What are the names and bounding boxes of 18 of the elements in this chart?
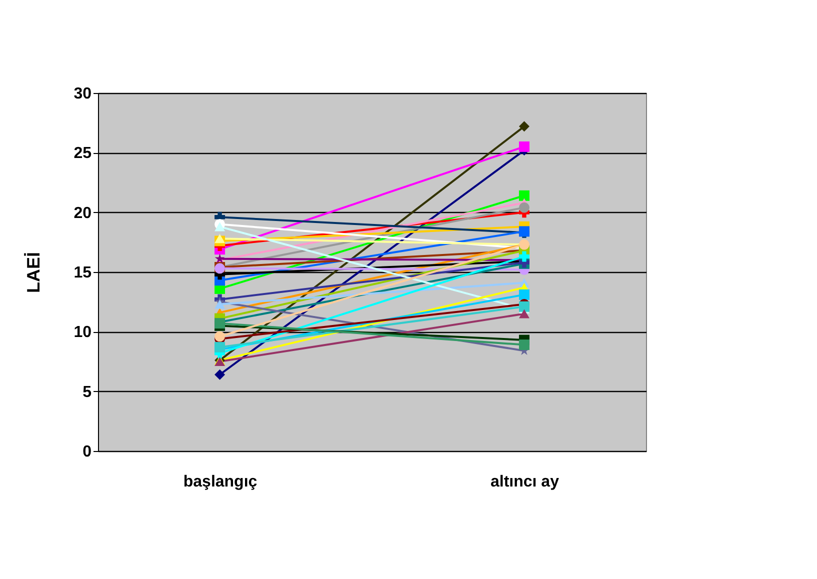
y-tick-label: 20	[74, 204, 92, 222]
y-tick-label: 5	[82, 384, 92, 401]
y-tick-label: 15	[74, 264, 92, 282]
point	[214, 342, 226, 352]
y-tick-label: 30	[74, 86, 92, 102]
point	[214, 331, 226, 342]
point	[518, 190, 530, 201]
point	[214, 369, 226, 380]
point	[518, 141, 530, 152]
y-tick-label: 10	[74, 324, 92, 342]
point	[518, 340, 530, 350]
x-tick-label: başlangıç	[183, 474, 258, 490]
y-axis-title: LAEİ	[24, 252, 44, 294]
point	[518, 121, 530, 132]
y-tick-label: 0	[82, 444, 92, 460]
x-tick-label: altıncı ay	[490, 474, 560, 490]
point	[518, 251, 530, 262]
y-tick-label: 25	[74, 145, 92, 162]
